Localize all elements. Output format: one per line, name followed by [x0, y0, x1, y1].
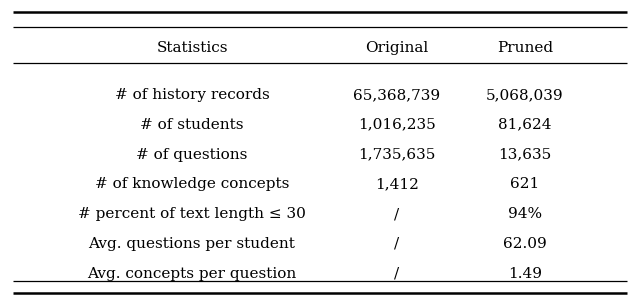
Text: # of knowledge concepts: # of knowledge concepts — [95, 177, 289, 191]
Text: /: / — [394, 207, 399, 221]
Text: Statistics: Statistics — [156, 41, 228, 55]
Text: 1.49: 1.49 — [508, 267, 542, 281]
Text: 1,735,635: 1,735,635 — [358, 147, 435, 162]
Text: /: / — [394, 267, 399, 281]
Text: Avg. concepts per question: Avg. concepts per question — [88, 267, 296, 281]
Text: 81,624: 81,624 — [498, 118, 552, 132]
Text: # of questions: # of questions — [136, 147, 248, 162]
Text: 13,635: 13,635 — [498, 147, 552, 162]
Text: # of students: # of students — [140, 118, 244, 132]
Text: /: / — [394, 237, 399, 251]
Text: Avg. questions per student: Avg. questions per student — [88, 237, 296, 251]
Text: 65,368,739: 65,368,739 — [353, 88, 440, 102]
Text: 621: 621 — [510, 177, 540, 191]
Text: 94%: 94% — [508, 207, 542, 221]
Text: # percent of text length ≤ 30: # percent of text length ≤ 30 — [78, 207, 306, 221]
Text: 5,068,039: 5,068,039 — [486, 88, 564, 102]
Text: 62.09: 62.09 — [503, 237, 547, 251]
Text: 1,016,235: 1,016,235 — [358, 118, 436, 132]
Text: Original: Original — [365, 41, 428, 55]
Text: 1,412: 1,412 — [375, 177, 419, 191]
Text: Pruned: Pruned — [497, 41, 553, 55]
Text: # of history records: # of history records — [115, 88, 269, 102]
